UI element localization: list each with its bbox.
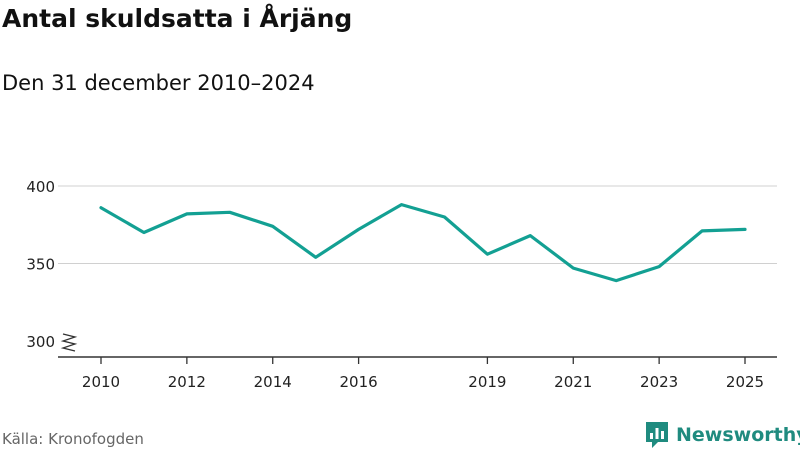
x-tick-label: 2021 (554, 373, 592, 391)
series (99, 203, 747, 283)
series-line (99, 203, 747, 283)
x-tick-labels: 2010 2012 2014 2016 2019 2021 2023 2025 (82, 357, 764, 391)
newsworthy-logo-icon (646, 422, 668, 448)
y-tick-labels: 300 350 400 (26, 178, 55, 351)
source-note: Källa: Kronofogden (2, 430, 144, 448)
brand-logo: Newsworthy (644, 420, 800, 450)
x-tick-label: 2025 (726, 373, 764, 391)
y-axis-break-icon (60, 333, 78, 352)
y-tick-label: 400 (26, 178, 55, 196)
x-tick-label: 2016 (340, 373, 378, 391)
y-tick-label: 350 (26, 256, 55, 274)
x-tick-label: 2019 (468, 373, 506, 391)
grid-lines (58, 185, 777, 264)
x-tick-label: 2014 (254, 373, 292, 391)
chart-title: Antal skuldsatta i Årjäng (2, 4, 353, 33)
x-tick-label: 2023 (640, 373, 678, 391)
chart-subtitle: Den 31 december 2010–2024 (2, 71, 315, 95)
y-tick-label: 300 (26, 333, 55, 351)
x-tick-label: 2010 (82, 373, 120, 391)
brand-name: Newsworthy (676, 424, 800, 446)
x-tick-label: 2012 (168, 373, 206, 391)
axes (58, 333, 777, 358)
